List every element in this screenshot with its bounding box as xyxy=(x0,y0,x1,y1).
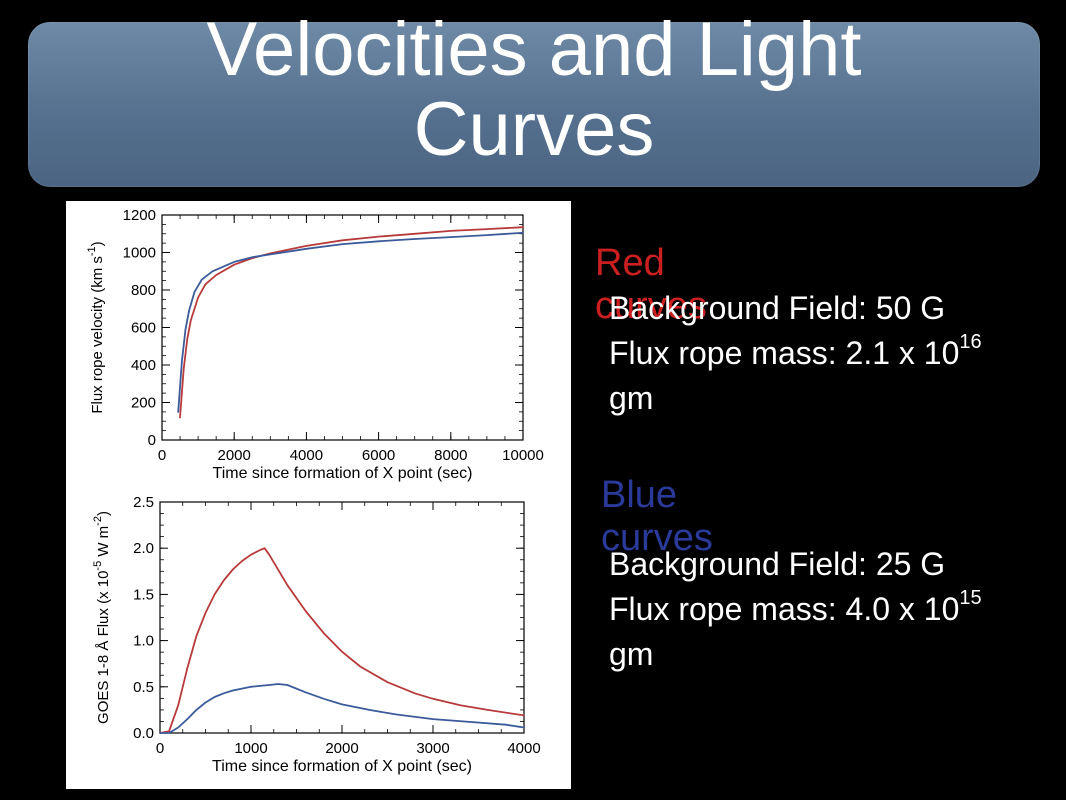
chart2-y-tick-label: 2.5 xyxy=(133,494,154,511)
red-flux-rope-mass: Flux rope mass: 2.1 x 1016 xyxy=(609,331,982,372)
red-curves-heading: Red curves xyxy=(595,242,707,327)
chart2-y-label-end: W m xyxy=(95,526,112,561)
chart1-y-tick-label: 1200 xyxy=(123,207,156,224)
chart2-y-tick-label: 0.5 xyxy=(133,679,154,696)
chart2-y-tick-label: 1.5 xyxy=(133,586,154,603)
chart2-x-tick-label: 2000 xyxy=(325,740,358,757)
chart2-x-tick-label: 1000 xyxy=(234,740,267,757)
chart1-y-label-main: Flux rope velocity (km s xyxy=(89,256,106,414)
chart2-y-axis-label: GOES 1-8 Å Flux (x 10-5 W m-2) xyxy=(92,511,112,724)
blue-mass-unit: gm xyxy=(609,636,654,672)
chart2-y-tick-label: 2.0 xyxy=(133,540,154,557)
chart1-y-tick-label: 600 xyxy=(131,320,156,337)
chart1-y-tick-label: 400 xyxy=(131,357,156,374)
chart1-y-axis-label: Flux rope velocity (km s-1) xyxy=(86,241,106,413)
chart2-x-tick-label: 4000 xyxy=(507,740,540,757)
chart2-y-label-end2: ) xyxy=(95,511,112,516)
chart2-series-blue-line xyxy=(159,683,525,734)
chart1-x-tick-label: 2000 xyxy=(218,447,251,464)
chart2-y-tick-label: 1.0 xyxy=(133,633,154,650)
chart1-x-tick-label: 0 xyxy=(158,447,166,464)
chart1-plot-frame xyxy=(161,214,524,441)
blue-curves-heading: Blue curves xyxy=(601,474,713,559)
blue-mass-exponent: 15 xyxy=(959,587,982,609)
chart1-y-label-sup: -1 xyxy=(86,246,98,256)
chart1-y-label-end: ) xyxy=(89,241,106,246)
chart2-y-label-sup2: -2 xyxy=(92,516,104,526)
chart1-y-tick-label: 0 xyxy=(148,432,156,449)
chart1-series-blue-line xyxy=(177,231,524,413)
figure-svg: 0 2000 4000 6000 8000 10000020040060080010001… xyxy=(86,207,544,775)
chart1-x-tick-label: 6000 xyxy=(362,447,395,464)
figure-panel: 0 2000 4000 6000 8000 10000 0 200 400 600 800 1000 1… xyxy=(66,201,571,789)
red-mass-unit: gm xyxy=(609,380,654,416)
chart2-plot-frame xyxy=(159,501,525,734)
blue-mass-prefix: Flux rope mass: 4.0 x 10 xyxy=(609,591,960,627)
chart1-x-tick-label: 4000 xyxy=(290,447,323,464)
blue-background-field: Background Field: 25 G xyxy=(609,546,946,582)
chart2-x-tick-label: 0 xyxy=(156,740,164,757)
chart1-x-tick-label: 8000 xyxy=(434,447,467,464)
chart1-x-axis-label: Time since formation of X point (sec) xyxy=(213,465,473,482)
chart1-series-red-line xyxy=(179,226,524,419)
slide-title-line-1: Velocities and Light xyxy=(206,7,862,92)
chart2-x-axis-label: Time since formation of X point (sec) xyxy=(212,758,472,775)
red-mass-prefix: Flux rope mass: 2.1 x 10 xyxy=(609,335,960,371)
chart2-y-label-main: GOES 1-8 Å Flux (x 10 xyxy=(95,571,112,724)
slide-title: Velocities and Light Curves xyxy=(28,10,1040,170)
chart1-y-tick-label: 1000 xyxy=(123,245,156,262)
title-banner xyxy=(28,22,1040,187)
chart1-x-tick-label: 10000 xyxy=(502,447,544,464)
chart2-y-tick-label: 0.0 xyxy=(133,725,154,742)
red-mass-exponent: 16 xyxy=(959,331,982,353)
chart1-y-tick-label: 800 xyxy=(131,282,156,299)
slide-title-line-2: Curves xyxy=(413,87,655,172)
chart2-y-label-sup: -5 xyxy=(92,561,104,571)
chart2-x-tick-label: 3000 xyxy=(416,740,449,757)
chart2-series-red-line xyxy=(159,547,525,734)
red-background-field: Background Field: 50 G xyxy=(609,290,946,326)
chart1-y-tick-label: 200 xyxy=(131,395,156,412)
blue-flux-rope-mass: Flux rope mass: 4.0 x 1015 xyxy=(609,587,982,628)
